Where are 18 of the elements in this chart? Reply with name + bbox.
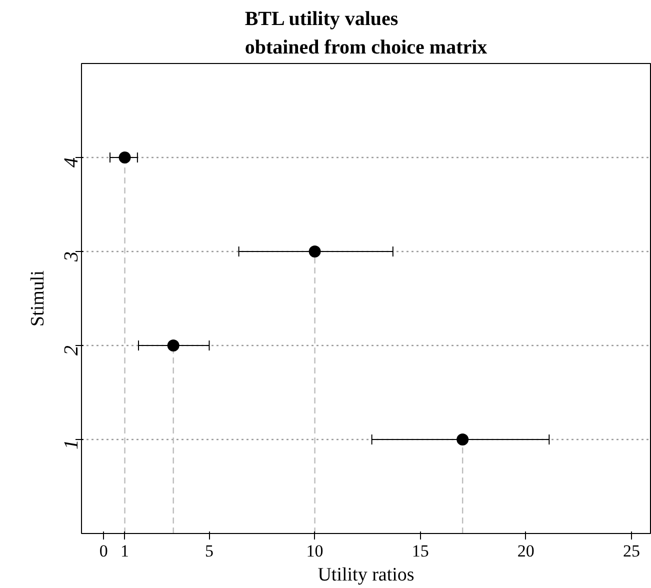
point — [118, 152, 131, 164]
y-tick-label: 4 — [60, 158, 82, 168]
x-tick-label: 0 — [99, 542, 108, 560]
y-tick-label: 3 — [60, 252, 82, 262]
x-tick-label: 10 — [306, 542, 324, 560]
y-tick-label: 2 — [60, 346, 82, 356]
y-tick-label: 1 — [60, 440, 82, 450]
x-tick-label: 1 — [120, 542, 130, 560]
y-axis-title: Stimuli — [28, 270, 48, 326]
x-axis-title: Utility ratios — [318, 564, 414, 586]
x-tick-label: 25 — [623, 542, 640, 560]
chart-title: BTL utility values obtained from choice matrix — [244, 8, 488, 58]
x-tick-label: 5 — [204, 542, 214, 560]
x-tick-label: 20 — [517, 542, 534, 560]
point — [308, 246, 321, 258]
x-tick-label: 15 — [412, 542, 429, 560]
point — [456, 434, 469, 446]
point — [167, 340, 180, 352]
